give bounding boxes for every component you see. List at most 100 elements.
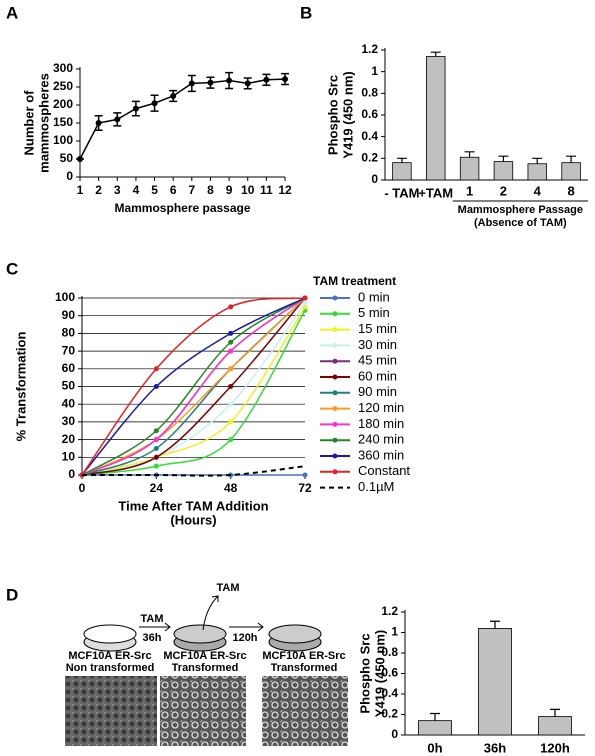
x-tick-label: 24 — [150, 481, 164, 495]
point — [153, 428, 159, 434]
y-tick-label: 250 — [53, 79, 73, 93]
series-line — [81, 297, 306, 476]
y-tick-label: 200 — [53, 97, 73, 111]
y-tick-label: 30 — [62, 414, 76, 428]
y-tick-label: 90 — [62, 308, 76, 322]
group-label: (Absence of TAM) — [474, 217, 567, 229]
legend-marker — [332, 390, 338, 396]
legend-label: 15 min — [358, 321, 397, 336]
point — [302, 295, 308, 301]
bar — [538, 716, 572, 736]
x-tick-label: 11 — [260, 183, 273, 197]
y-tick-label: 1 — [371, 64, 378, 78]
cell-label: Transformed — [172, 662, 239, 674]
series-line — [81, 297, 306, 476]
x-tick-label: 10 — [241, 183, 255, 197]
y-tick-label: 1.2 — [361, 42, 378, 56]
legend-title: TAM treatment — [313, 274, 396, 288]
y-tick-label: 10 — [62, 449, 76, 463]
y-tick-label: 0.2 — [361, 151, 378, 165]
legend-label: 90 min — [358, 384, 397, 399]
legend-label: 30 min — [358, 337, 397, 352]
point — [153, 384, 159, 389]
panel-label: B — [300, 3, 312, 22]
x-tick-label: 5 — [151, 183, 158, 197]
legend-marker — [332, 342, 338, 348]
point — [153, 463, 159, 469]
y-tick-label: 0.2 — [381, 707, 398, 721]
point — [302, 472, 308, 478]
group-label: Mammosphere Passage — [458, 204, 583, 216]
y-tick-label: 0 — [371, 172, 378, 186]
x-tick-label: 1 — [77, 183, 84, 197]
panel-label: A — [6, 3, 18, 22]
legend-marker — [332, 374, 338, 380]
legend-marker — [332, 469, 338, 475]
y-tick-label: 60 — [62, 361, 76, 375]
step-time: 120h — [232, 632, 257, 644]
legend-label: Constant — [358, 463, 410, 478]
legend-label: 0 min — [358, 289, 390, 304]
legend-label: 0.1µM — [358, 479, 394, 494]
x-axis-label: Mammosphere passage — [114, 201, 250, 215]
series-line — [81, 297, 306, 476]
y-tick-label: 0.6 — [381, 666, 398, 680]
bar — [527, 163, 547, 181]
cell-label: Non transformed — [66, 662, 155, 674]
x-tick-label: 0h — [427, 740, 442, 755]
y-tick-label: 50 — [60, 151, 74, 165]
y-axis-label: Phospho Src — [357, 633, 372, 713]
legend-label: 5 min — [358, 305, 390, 320]
x-tick-label: 7 — [188, 183, 195, 197]
y-tick-label: 0.8 — [361, 86, 378, 100]
dish — [268, 624, 322, 644]
error-bar — [550, 708, 560, 717]
series-line — [81, 465, 306, 477]
point — [153, 366, 159, 372]
point — [151, 100, 158, 107]
cell-label: MCF10A ER-Src — [68, 650, 151, 662]
y-tick-label: 0.8 — [381, 645, 398, 659]
series-line — [81, 306, 306, 476]
bar — [478, 628, 512, 736]
x-tick-label: 0 — [79, 481, 86, 495]
error-bar — [566, 155, 577, 163]
y-tick-label: 100 — [53, 133, 73, 147]
bar — [459, 156, 480, 181]
cell-label: MCF10A ER-Src — [262, 650, 345, 662]
legend-label: 60 min — [358, 368, 397, 383]
bar — [561, 162, 581, 181]
arrow — [229, 622, 264, 632]
x-tick-label: 2 — [500, 183, 507, 198]
legend-label: 45 min — [358, 353, 397, 368]
point — [153, 445, 159, 451]
series-line — [81, 297, 306, 476]
point — [228, 384, 234, 389]
y-tick-label: 1 — [391, 625, 398, 639]
x-axis-label: (Hours) — [170, 512, 216, 527]
x-tick-label: 2 — [95, 183, 102, 197]
point — [95, 120, 102, 126]
step-label: TAM — [140, 613, 163, 625]
y-tick-label: 0 — [68, 467, 75, 481]
y-axis-label: % Transformation — [13, 332, 28, 442]
y-tick-label: 1.2 — [381, 604, 398, 618]
diagram — [65, 595, 348, 746]
micrograph — [160, 676, 246, 746]
bar — [493, 161, 514, 181]
legend-marker — [332, 327, 338, 333]
y-axis-label: Phospho Src — [325, 75, 340, 155]
point — [228, 304, 234, 310]
x-tick-label: 4 — [534, 183, 542, 198]
micrograph — [262, 676, 348, 746]
legend-label: 360 min — [358, 447, 404, 462]
series-line — [81, 310, 306, 476]
point — [207, 79, 214, 86]
y-tick-label: 70 — [62, 343, 76, 357]
x-tick-label: 36h — [484, 740, 506, 755]
bar — [392, 162, 412, 181]
y-tick-label: 150 — [53, 115, 73, 129]
y-tick-label: 300 — [53, 61, 73, 75]
y-tick-label: 0 — [66, 169, 73, 183]
point — [244, 80, 251, 87]
